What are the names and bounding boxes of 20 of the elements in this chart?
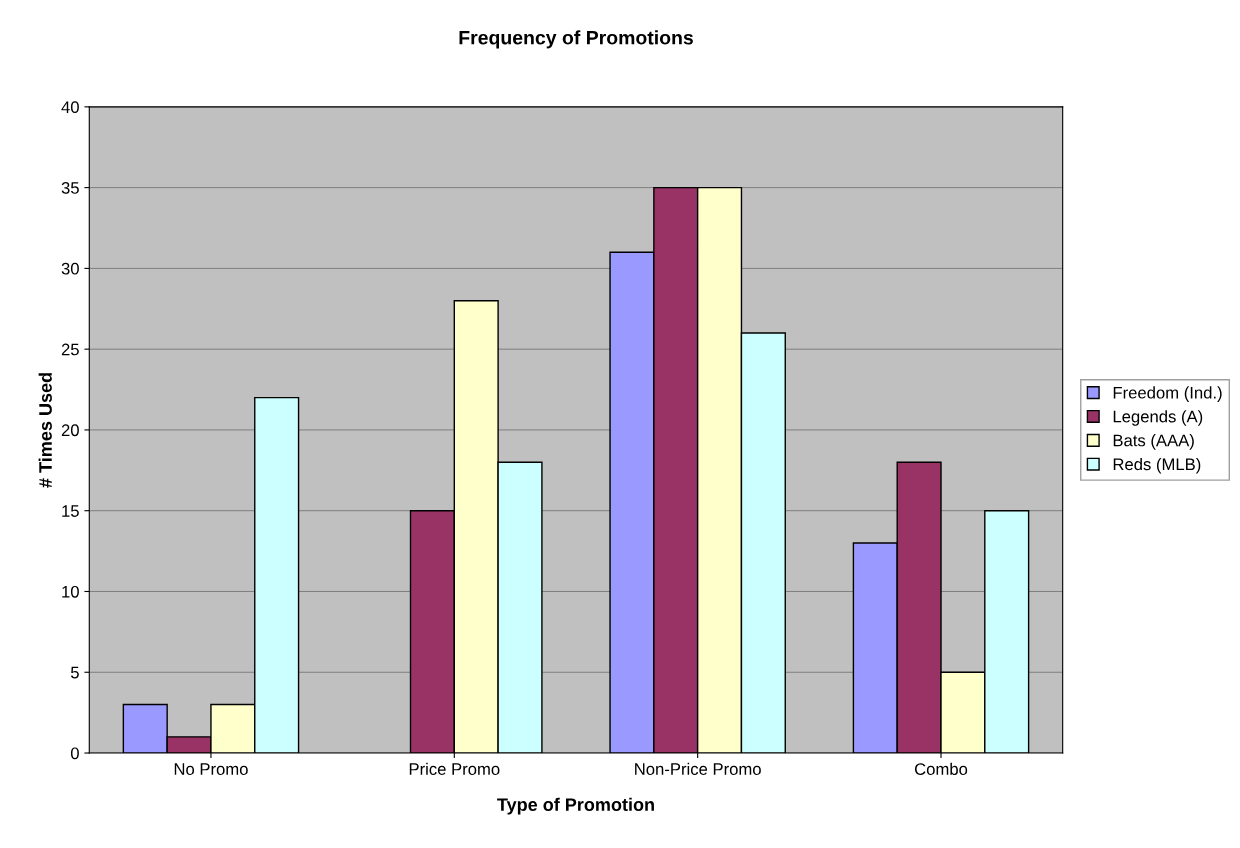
legend-label: Reds (MLB) — [1113, 457, 1201, 474]
legend-label: Bats (AAA) — [1113, 434, 1194, 450]
x-tick-label: No Promo — [174, 763, 248, 775]
y-tick-label: 30 — [61, 262, 79, 275]
y-tick-label: 0 — [70, 747, 79, 760]
chart-title: Frequency of Promotions — [459, 30, 693, 49]
y-tick-label: 10 — [62, 585, 79, 598]
x-tick-label: Combo — [914, 762, 968, 775]
y-tick-label: 20 — [61, 424, 79, 437]
y-tick-label: 40 — [61, 101, 79, 114]
legend-label: Legends (A) — [1113, 410, 1203, 426]
y-tick-label: 15 — [62, 505, 79, 517]
y-tick-label: 25 — [61, 343, 79, 356]
y-tick-label: 5 — [70, 666, 79, 679]
y-tick-label: 35 — [61, 182, 79, 194]
x-tick-label: Price Promo — [409, 762, 500, 775]
legend-label: Freedom (Ind.) — [1113, 386, 1222, 402]
x-tick-label: Non-Price Promo — [635, 762, 761, 775]
y-axis-title: # Times Used — [38, 373, 52, 488]
x-axis-title: Type of Promotion — [497, 797, 654, 815]
